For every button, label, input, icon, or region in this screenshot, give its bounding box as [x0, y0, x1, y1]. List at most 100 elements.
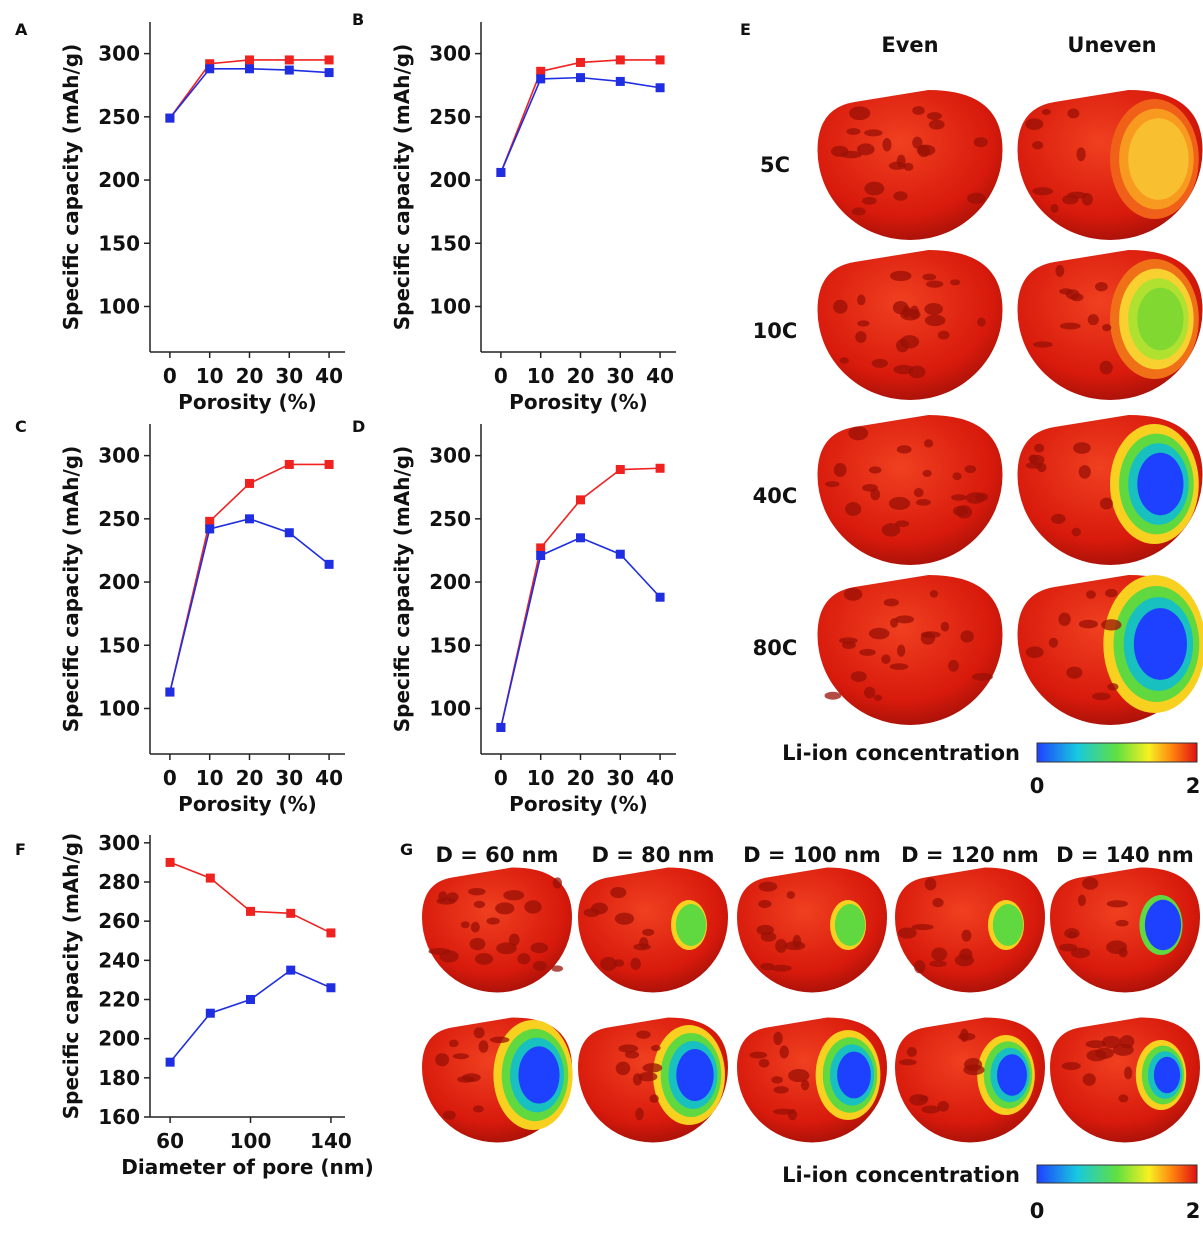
x-tick-label: 0	[163, 766, 177, 790]
pore	[1036, 462, 1047, 473]
y-axis-label: Specific capacity (mAh/g)	[59, 833, 83, 1120]
x-tick-label: 30	[606, 364, 634, 388]
pore	[635, 1107, 644, 1121]
pore	[649, 1094, 659, 1103]
pore	[633, 943, 651, 951]
pore	[929, 590, 939, 598]
pore	[895, 615, 915, 624]
x-tick-label: 60	[156, 1129, 184, 1153]
y-tick-label: 250	[98, 507, 140, 531]
pore	[1073, 442, 1091, 454]
pore	[855, 331, 867, 344]
pore	[914, 960, 926, 974]
pore	[925, 280, 944, 288]
pore	[1082, 1073, 1096, 1086]
pore	[913, 487, 924, 498]
marker	[284, 528, 294, 538]
x-tick-label: 40	[646, 364, 674, 388]
concentration-zone	[684, 1057, 710, 1093]
pore	[971, 672, 993, 681]
y-axis-label: Specific capacity (mAh/g)	[390, 446, 414, 733]
marker	[575, 533, 585, 543]
x-tick-label: 10	[196, 766, 224, 790]
pore	[924, 302, 943, 316]
y-tick-label: 200	[98, 1027, 140, 1051]
colorbar-min: 0	[1030, 1199, 1045, 1223]
panel-label: B	[352, 10, 364, 29]
pore	[952, 472, 962, 481]
y-tick-label: 150	[429, 231, 471, 255]
particle-body	[817, 250, 1003, 401]
colorbar-title: Li-ion concentration	[782, 741, 1020, 765]
pore	[1095, 1047, 1114, 1059]
pore	[916, 144, 936, 156]
pore	[1085, 1040, 1107, 1049]
particle-render	[895, 1017, 1045, 1143]
series-line	[169, 463, 330, 693]
pore	[881, 523, 901, 537]
particle-render	[1017, 415, 1203, 565]
series-line	[169, 67, 330, 119]
marker	[165, 857, 175, 867]
marker	[496, 167, 506, 177]
pore	[771, 1076, 783, 1084]
pore	[1087, 314, 1099, 326]
panel-label: D	[352, 417, 365, 436]
pore	[758, 881, 778, 892]
pore	[650, 1044, 661, 1052]
row-label: 5C	[760, 153, 790, 177]
particle-render	[895, 867, 1045, 993]
concentration-zone	[1146, 462, 1179, 506]
row-label: 80C	[753, 636, 798, 660]
y-tick-label: 160	[98, 1105, 140, 1129]
y-tick-label: 100	[98, 696, 140, 720]
panel-label: E	[740, 20, 751, 39]
y-tick-label: 150	[98, 633, 140, 657]
pore	[924, 877, 937, 891]
pore	[833, 463, 847, 477]
marker	[536, 550, 546, 560]
x-tick-label: 10	[527, 364, 555, 388]
pore	[850, 671, 867, 682]
pore	[470, 921, 480, 933]
colorbar-max: 2	[1186, 774, 1201, 798]
pore	[775, 938, 788, 953]
marker	[165, 687, 175, 697]
pore	[839, 637, 858, 644]
marker	[575, 495, 585, 505]
series-line	[169, 861, 332, 934]
particle-render	[817, 575, 1003, 725]
pore	[949, 279, 961, 286]
pore	[937, 330, 950, 340]
pore	[773, 1086, 789, 1094]
pore	[931, 947, 948, 961]
y-tick-label: 250	[429, 105, 471, 129]
colorbar	[1036, 1164, 1198, 1184]
x-tick-label: 140	[310, 1129, 352, 1153]
pore	[784, 941, 806, 951]
marker	[205, 524, 215, 534]
marker	[286, 908, 296, 918]
pore	[960, 1028, 969, 1042]
pore	[900, 335, 920, 349]
pore	[859, 648, 876, 656]
pore	[964, 465, 977, 474]
pore	[851, 207, 866, 216]
row-label: 40C	[753, 484, 798, 508]
pore	[1101, 1035, 1121, 1049]
pore	[1118, 947, 1128, 958]
column-header: D = 100 nm	[743, 843, 881, 867]
marker	[324, 68, 334, 78]
y-tick-label: 300	[429, 42, 471, 66]
pore	[1032, 141, 1044, 150]
y-tick-label: 200	[429, 570, 471, 594]
y-axis-label: Specific capacity (mAh/g)	[59, 446, 83, 733]
series-line	[500, 76, 661, 173]
marker	[165, 113, 175, 123]
pore	[1077, 894, 1086, 907]
concentration-zone	[1159, 1062, 1179, 1088]
pore	[1095, 282, 1108, 292]
x-axis-label: Porosity (%)	[509, 792, 648, 816]
pore	[1034, 443, 1045, 453]
pore	[889, 270, 912, 282]
